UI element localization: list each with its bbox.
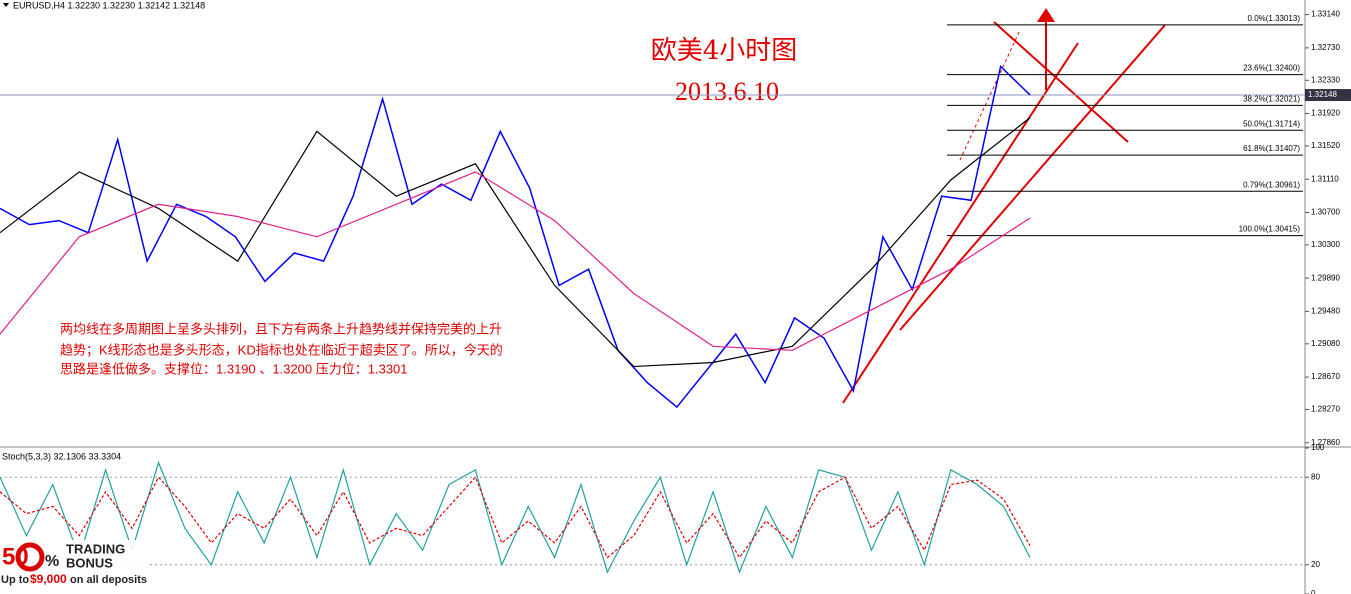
fib-label: 61.8%(1.31407)	[1243, 144, 1300, 153]
y-tick-label: 20	[1311, 560, 1320, 569]
y-tick-label: 1.28270	[1311, 405, 1340, 414]
annotation: 思路是逢低做多。支撑位：1.3190 、1.3200 压力位：1.3301	[60, 361, 408, 376]
fib-label: 38.2%(1.32021)	[1243, 94, 1300, 103]
y-tick-label: 1.32730	[1311, 43, 1340, 52]
series-line	[0, 171, 1031, 351]
fib-label: 0.0%(1.33013)	[1248, 14, 1301, 23]
fib-label: 50.0%(1.31714)	[1243, 119, 1300, 128]
series-line	[0, 460, 1031, 574]
ad-ring	[15, 542, 45, 572]
ad-big: 50	[2, 543, 29, 570]
y-tick-label: 1.29080	[1311, 339, 1340, 348]
y-tick-label: 1.32330	[1311, 75, 1340, 84]
ad-pre: Up to	[1, 574, 29, 586]
symbol-line: EURUSD,H4 1.32230 1.32230 1.32142 1.3214…	[13, 0, 205, 10]
arrow-head	[1037, 8, 1055, 22]
ad-pct: %	[45, 553, 59, 570]
y-tick-label: 0	[1311, 589, 1316, 594]
ad-banner[interactable]: 50 % TRADING BONUS Up to $9,000 on all d…	[0, 540, 150, 590]
ad-line: BONUS	[66, 555, 113, 570]
chart-title: 欧美4小时图	[651, 36, 798, 66]
y-tick-label: 1.30700	[1311, 208, 1340, 217]
y-tick-label: 1.30300	[1311, 240, 1340, 249]
series-line	[0, 476, 1031, 559]
y-tick-label: 1.31520	[1311, 141, 1340, 150]
fib-label: 0.79%(1.30961)	[1243, 180, 1300, 189]
ad-post: on all deposits	[70, 574, 147, 586]
dropdown-icon[interactable]	[3, 3, 9, 7]
y-tick-label: 1.31110	[1311, 174, 1339, 183]
y-tick-label: 80	[1311, 472, 1320, 481]
y-tick-label: 1.31920	[1311, 109, 1340, 118]
series-line	[0, 65, 1031, 409]
trendlines	[842, 20, 1166, 404]
chart-date: 2013.6.10	[675, 77, 779, 106]
y-tick-label: 1.29890	[1311, 273, 1340, 282]
series-line	[0, 117, 1031, 368]
ad-line: TRADING	[66, 541, 125, 556]
annotation: 两均线在多周期图上呈多头排列，且下方有两条上升趋势线并保持完美的上升	[60, 321, 502, 336]
y-tick-label: 1.29480	[1311, 306, 1340, 315]
price-tag-label: 1.32148	[1308, 90, 1337, 99]
y-tick-label: 100	[1311, 443, 1325, 452]
fib-label: 23.6%(1.32400)	[1243, 64, 1300, 73]
y-tick-label: 1.27860	[1311, 438, 1340, 447]
y-tick-label: 1.28670	[1311, 372, 1340, 381]
annotation: 趋势；K线形态也是多头形态，KD指标也处在临近于超卖区了。所以，今天的	[60, 342, 503, 358]
ad-amount: $9,000	[30, 572, 67, 586]
fib-label: 100.0%(1.30415)	[1239, 225, 1301, 234]
price-tag	[1305, 89, 1351, 102]
y-tick-label: 1.33140	[1311, 10, 1340, 19]
pane-title: Stoch(5,3,3) 32.1306 33.3304	[2, 451, 121, 461]
